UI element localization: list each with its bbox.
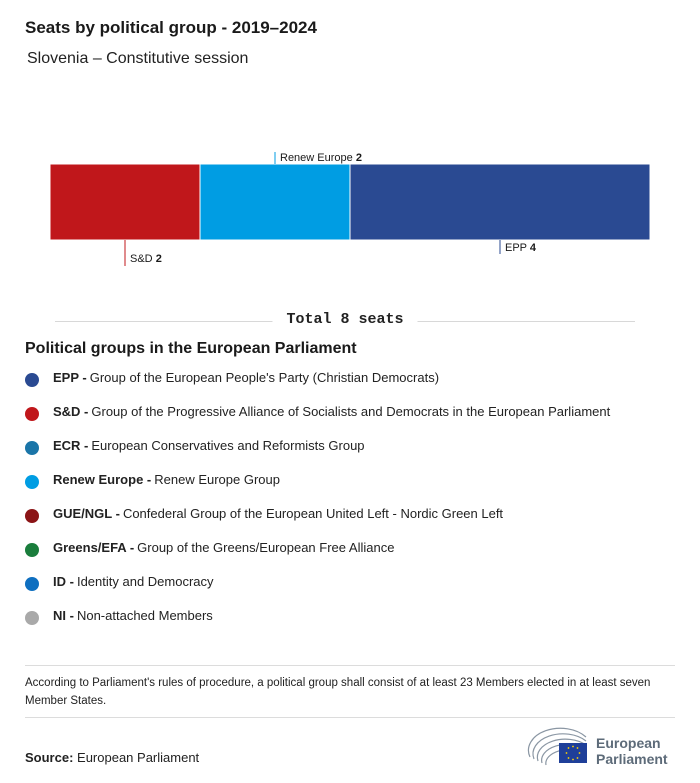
legend-abbr: GUE/NGL - [53, 506, 120, 521]
legend-item: ECR - European Conservatives and Reformis… [25, 438, 610, 472]
legend-abbr: ECR - [53, 438, 89, 453]
groups-heading: Political groups in the European Parliam… [25, 340, 357, 357]
bar-segment [199, 163, 351, 241]
seats-bar-chart: S&D 2 Renew Europe 2 EPP 4 [49, 152, 651, 266]
legend-dot-icon [25, 509, 39, 523]
legend-name: Group of the European People's Party (Ch… [89, 370, 440, 385]
bar-data-label: S&D 2 [130, 253, 162, 265]
bar-segment [49, 163, 201, 241]
legend-name: Non-attached Members [76, 608, 213, 623]
legend-dot-icon [25, 407, 39, 421]
legend-name: Identity and Democracy [76, 574, 214, 589]
legend-name: Group of the Progressive Alliance of Soc… [91, 404, 611, 419]
legend-abbr: Renew Europe - [53, 472, 152, 487]
legend-abbr: EPP - [53, 370, 87, 385]
legend-name: Confederal Group of the European United … [122, 506, 504, 521]
bar-data-label: EPP 4 [505, 242, 537, 254]
legend-dot-icon [25, 475, 39, 489]
source-value: European Parliament [77, 750, 200, 765]
divider [25, 665, 675, 666]
logo-line-1: European [596, 735, 661, 751]
bar-segment [349, 163, 651, 241]
legend-name: Group of the Greens/European Free Allian… [137, 540, 395, 555]
legend-dot-icon [25, 611, 39, 625]
legend-abbr: NI - [53, 608, 74, 623]
legend-item: NI - Non-attached Members [25, 608, 610, 642]
legend-dot-icon [25, 373, 39, 387]
groups-legend: EPP - Group of the European People's Part… [25, 370, 610, 642]
european-parliament-logo-icon [527, 727, 587, 766]
legend-abbr: Greens/EFA - [53, 540, 135, 555]
logo-wordmark: European Parliament [596, 735, 668, 767]
source-line: Source: European Parliament [25, 750, 199, 765]
chart-title: Seats by political group - 2019–2024 [25, 18, 317, 37]
legend-dot-icon [25, 543, 39, 557]
bar-data-label: Renew Europe 2 [280, 152, 362, 164]
legend-item: GUE/NGL - Confederal Group of the Europea… [25, 506, 610, 540]
legend-name: Renew Europe Group [154, 472, 280, 487]
legend-item: EPP - Group of the European People's Part… [25, 370, 610, 404]
legend-item: Renew Europe - Renew Europe Group [25, 472, 610, 506]
legend-dot-icon [25, 441, 39, 455]
legend-item: Greens/EFA - Group of the Greens/European… [25, 540, 610, 574]
total-seats-label: Total 8 seats [272, 311, 418, 328]
legend-abbr: S&D - [53, 404, 89, 419]
rules-note: According to Parliament's rules of proce… [25, 677, 651, 707]
chart-subtitle: Slovenia – Constitutive session [27, 50, 249, 67]
logo-line-2: Parliament [596, 751, 668, 767]
legend-item: ID - Identity and Democracy [25, 574, 610, 608]
source-label: Source: [25, 750, 74, 765]
total-seats: Total 8 seats [55, 311, 635, 333]
divider [25, 717, 675, 718]
legend-name: European Conservatives and Reformists Gr… [91, 438, 365, 453]
legend-abbr: ID - [53, 574, 74, 589]
legend-item: S&D - Group of the Progressive Alliance o… [25, 404, 610, 438]
legend-dot-icon [25, 577, 39, 591]
